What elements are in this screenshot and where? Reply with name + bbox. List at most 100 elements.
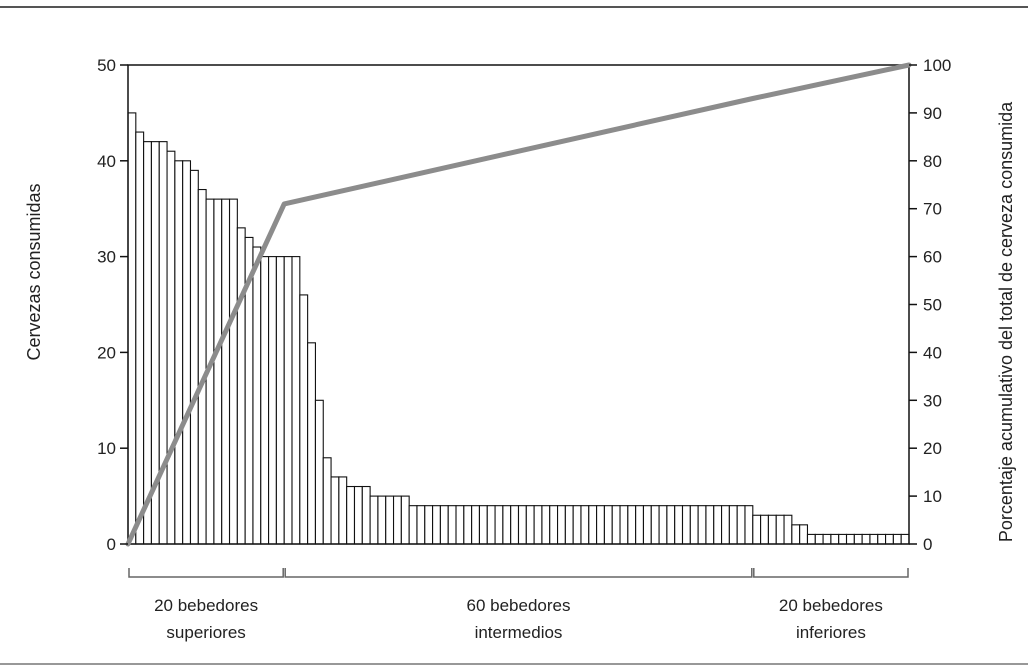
bar: [135, 131, 145, 545]
right-tick-label: 70: [923, 200, 942, 219]
bar: [369, 495, 379, 545]
group-bracket: [128, 568, 284, 578]
bar: [502, 505, 512, 545]
left-tick-label: 50: [97, 56, 116, 75]
bar: [845, 533, 855, 545]
bar: [900, 533, 910, 545]
bar: [260, 256, 270, 545]
right-tick-label: 50: [923, 296, 942, 315]
right-tick-label: 30: [923, 391, 942, 410]
bar: [447, 505, 457, 545]
left-y-axis: 0 10 20 30 40 50: [97, 56, 128, 554]
group-label-line1: 20 bebedores: [779, 596, 883, 615]
bar: [642, 505, 652, 545]
bar: [197, 188, 207, 545]
bar: [268, 256, 277, 545]
right-tick-label: 90: [923, 104, 942, 123]
bar: [853, 533, 863, 545]
bar: [525, 505, 535, 545]
bar: [299, 294, 309, 545]
bar: [885, 533, 894, 545]
group-bracket: [753, 568, 909, 578]
bar: [221, 198, 231, 545]
bar: [494, 505, 504, 545]
bar: [385, 495, 395, 545]
right-tick-label: 80: [923, 152, 942, 171]
bar: [619, 505, 629, 545]
bar: [603, 505, 613, 545]
bar: [869, 533, 879, 545]
bar: [346, 485, 356, 545]
bar: [432, 505, 441, 545]
bar: [392, 495, 402, 545]
bar: [721, 505, 730, 545]
bar: [143, 141, 152, 545]
bar: [291, 256, 301, 545]
bar: [689, 505, 699, 545]
bar: [549, 505, 559, 545]
bar: [681, 505, 691, 545]
bar: [361, 485, 371, 545]
bar: [174, 160, 184, 545]
left-tick-label: 20: [97, 343, 116, 362]
bar: [635, 505, 645, 545]
bar: [713, 505, 723, 545]
bar: [228, 198, 238, 545]
bar: [377, 495, 387, 545]
bar: [408, 505, 418, 545]
right-axis-title: Porcentaje acumulativo del total de cerv…: [996, 101, 1016, 542]
bar: [736, 505, 746, 545]
bar: [658, 505, 668, 545]
bar: [439, 505, 449, 545]
bar: [744, 505, 754, 545]
group-bracket: [284, 568, 753, 578]
bar: [627, 505, 637, 545]
group-label-line1: 60 bebedores: [467, 596, 571, 615]
bar: [189, 169, 199, 545]
bar: [416, 505, 426, 545]
bar: [783, 514, 793, 545]
bar: [463, 505, 473, 545]
bar: [252, 246, 262, 545]
bar: [877, 533, 887, 545]
bar: [478, 505, 488, 545]
bar: [510, 505, 520, 545]
bar: [213, 198, 223, 545]
group-label-line1: 20 bebedores: [154, 596, 258, 615]
group-label-line2: inferiores: [796, 623, 866, 642]
bar: [338, 476, 348, 545]
bar: [775, 514, 785, 545]
bar: [127, 112, 137, 545]
bar: [400, 495, 410, 545]
bar: [650, 505, 660, 545]
bar: [322, 457, 332, 545]
bar: [424, 505, 434, 545]
bar: [728, 505, 738, 545]
bar: [830, 533, 840, 545]
bar: [596, 505, 605, 545]
bar: [799, 524, 809, 545]
group-label-line2: intermedios: [475, 623, 563, 642]
bar: [814, 533, 824, 545]
bar: [892, 533, 902, 545]
bar: [822, 533, 832, 545]
bar: [705, 505, 715, 545]
bar: [236, 227, 246, 545]
bar: [517, 505, 527, 545]
right-tick-label: 60: [923, 248, 942, 267]
bar: [471, 505, 481, 545]
group-label-line2: superiores: [166, 623, 245, 642]
bar: [564, 505, 574, 545]
right-tick-label: 0: [923, 535, 932, 554]
right-y-axis: 0 10 20 30 40 50 60 70 80 90 100: [909, 56, 951, 554]
bar: [330, 476, 340, 545]
bar: [353, 485, 363, 545]
bar: [861, 533, 871, 545]
bar: [166, 150, 176, 545]
cumulative-percent-line: [125, 62, 912, 547]
bar: [283, 256, 293, 545]
right-tick-label: 40: [923, 343, 942, 362]
right-tick-label: 20: [923, 439, 942, 458]
bar: [611, 505, 621, 545]
